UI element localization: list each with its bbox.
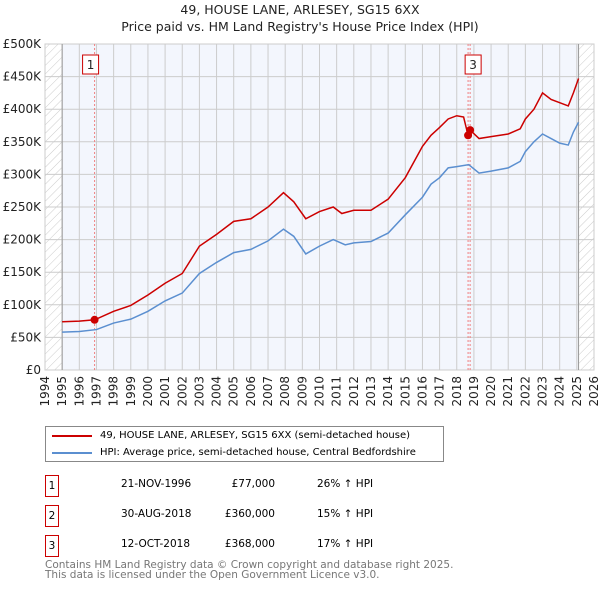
y-tick-label: £400K: [3, 102, 43, 116]
x-tick-label: 1997: [89, 376, 103, 407]
chart-subtitle: Price paid vs. HM Land Registry's House …: [121, 19, 478, 34]
sale-price: £77,000: [231, 478, 275, 490]
y-tick-label: £200K: [3, 233, 43, 247]
x-tick-label: 2016: [415, 376, 429, 407]
x-tick-label: 1994: [38, 376, 52, 407]
sale-row: 3 12-OCT-2018 £368,000 17% ↑ HPI: [45, 535, 445, 557]
x-tick-label: 2005: [227, 376, 241, 407]
y-tick-label: £350K: [3, 135, 43, 149]
y-tick-label: £0: [26, 363, 41, 377]
x-tick-label: 2026: [587, 376, 600, 407]
x-tick-label: 2022: [518, 376, 532, 407]
sale-price: £368,000: [224, 538, 275, 550]
y-tick-label: £100K: [3, 298, 43, 312]
legend: 49, HOUSE LANE, ARLESEY, SG15 6XX (semi-…: [45, 426, 444, 462]
sale-hpi-diff: 15% ↑ HPI: [317, 508, 374, 520]
sale-badge: 1: [45, 475, 59, 497]
x-tick-label: 2006: [244, 376, 258, 407]
x-tick-label: 2003: [192, 376, 206, 407]
x-tick-label: 1999: [124, 376, 138, 407]
legend-label-property: 49, HOUSE LANE, ARLESEY, SG15 6XX (semi-…: [100, 430, 410, 441]
x-tick-label: 2001: [158, 376, 172, 407]
x-tick-label: 1998: [107, 376, 121, 407]
y-tick-label: £500K: [3, 37, 43, 51]
series-line-hpi: [62, 121, 580, 333]
plot-border: [44, 43, 595, 371]
sale-badge-box: [82, 54, 100, 75]
sale-hpi-diff: 26% ↑ HPI: [317, 478, 374, 490]
sale-hpi-diff: 17% ↑ HPI: [317, 538, 374, 550]
y-tick-label: £150K: [3, 265, 43, 279]
x-tick-label: 2011: [330, 376, 344, 407]
x-tick-label: 2007: [261, 376, 275, 407]
sale-date: 30-AUG-2018: [121, 508, 192, 520]
sale-badge: 2: [45, 505, 59, 527]
x-tick-label: 2004: [210, 376, 224, 407]
price-chart: 49, HOUSE LANE, ARLESEY, SG15 6XX Price …: [3, 2, 600, 407]
x-tick-label: 1996: [72, 376, 86, 407]
x-tick-label: 2023: [536, 376, 550, 407]
x-tick-label: 2000: [141, 376, 155, 407]
footer-line-1: Contains HM Land Registry data © Crown c…: [45, 559, 454, 571]
sale-badge-label: 1: [87, 58, 95, 72]
x-tick-label: 2020: [484, 376, 498, 407]
sale-date: 12-OCT-2018: [121, 538, 190, 550]
series-line-property: [62, 78, 580, 323]
y-tick-label: £300K: [3, 167, 43, 181]
x-tick-label: 2015: [398, 376, 412, 407]
y-tick-label: £250K: [3, 200, 43, 214]
y-tick-label: £450K: [3, 70, 43, 84]
sale-price: £360,000: [224, 508, 275, 520]
x-tick-label: 2017: [433, 376, 447, 407]
legend-label-hpi: HPI: Average price, semi-detached house,…: [100, 447, 416, 458]
chart-title: 49, HOUSE LANE, ARLESEY, SG15 6XX: [180, 2, 420, 17]
x-tick-label: 2021: [501, 376, 515, 407]
x-tick-label: 2018: [450, 376, 464, 407]
x-tick-label: 2013: [364, 376, 378, 407]
x-tick-label: 2019: [467, 376, 481, 407]
x-tick-label: 2002: [175, 376, 189, 407]
x-tick-label: 2009: [295, 376, 309, 407]
sale-row: 1 21-NOV-1996 £77,000 26% ↑ HPI: [45, 475, 445, 497]
x-tick-label: 2010: [313, 376, 327, 407]
sale-badge-box: [464, 54, 482, 75]
sale-point-3: [466, 126, 475, 135]
sale-date: 21-NOV-1996: [121, 478, 192, 490]
x-tick-label: 2012: [347, 376, 361, 407]
y-tick-label: £50K: [10, 330, 42, 344]
footer-line-2: This data is licensed under the Open Gov…: [45, 569, 380, 581]
footer: Contains HM Land Registry data © Crown c…: [45, 559, 454, 581]
sale-point-1: [90, 315, 99, 324]
sale-row: 2 30-AUG-2018 £360,000 15% ↑ HPI: [45, 505, 445, 527]
x-tick-label: 2025: [570, 376, 584, 407]
x-tick-label: 2014: [381, 376, 395, 407]
x-tick-label: 1995: [55, 376, 69, 407]
x-tick-label: 2024: [553, 376, 567, 407]
legend-red-line: [52, 434, 92, 437]
sale-badge: 3: [45, 535, 59, 557]
sale-badge-label: 3: [469, 58, 477, 72]
x-tick-label: 2008: [278, 376, 292, 407]
legend-blue-line: [52, 451, 92, 454]
